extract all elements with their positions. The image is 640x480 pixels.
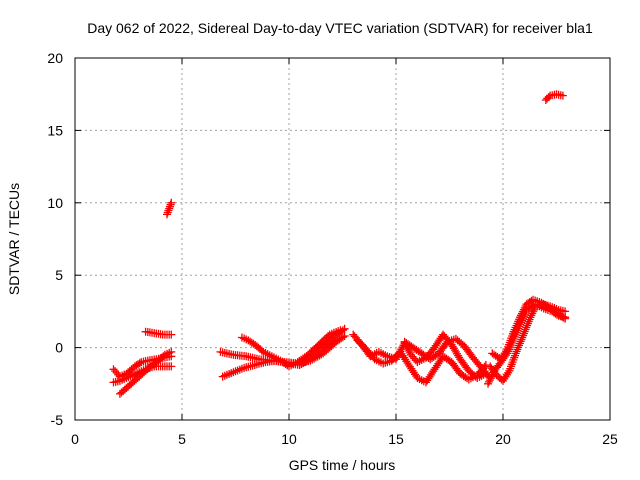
x-tick-label: 20 [495,431,511,447]
y-axis-label: SDTVAR / TECUs [6,183,22,295]
data-point-segment [163,198,176,219]
data-point-segment [488,295,570,364]
x-tick-label: 5 [178,431,186,447]
data-point-segment [400,334,495,382]
chart-title: Day 062 of 2022, Sidereal Day-to-day VTE… [87,20,593,36]
x-tick-label: 15 [388,431,404,447]
x-tick-label: 25 [602,431,618,447]
x-axis-label: GPS time / hours [289,457,396,473]
data-point-segment [237,326,345,371]
y-tick-label: -5 [51,412,64,428]
y-tick-label: 20 [47,50,63,66]
y-tick-label: 15 [47,122,63,138]
data-point-segment [353,336,490,387]
data-point-segment [115,347,176,398]
axis-ticks: 0 5 10 15 20 25 -5 0 5 10 15 20 [47,50,618,447]
data-point-segment [541,90,567,104]
plot-frame [74,57,611,421]
data-point-segment [141,327,176,339]
data-points [109,90,570,398]
y-tick-label: 5 [55,267,63,283]
y-tick-label: 0 [55,340,63,356]
x-tick-label: 0 [71,431,79,447]
x-tick-label: 10 [281,431,297,447]
y-tick-label: 10 [47,195,63,211]
